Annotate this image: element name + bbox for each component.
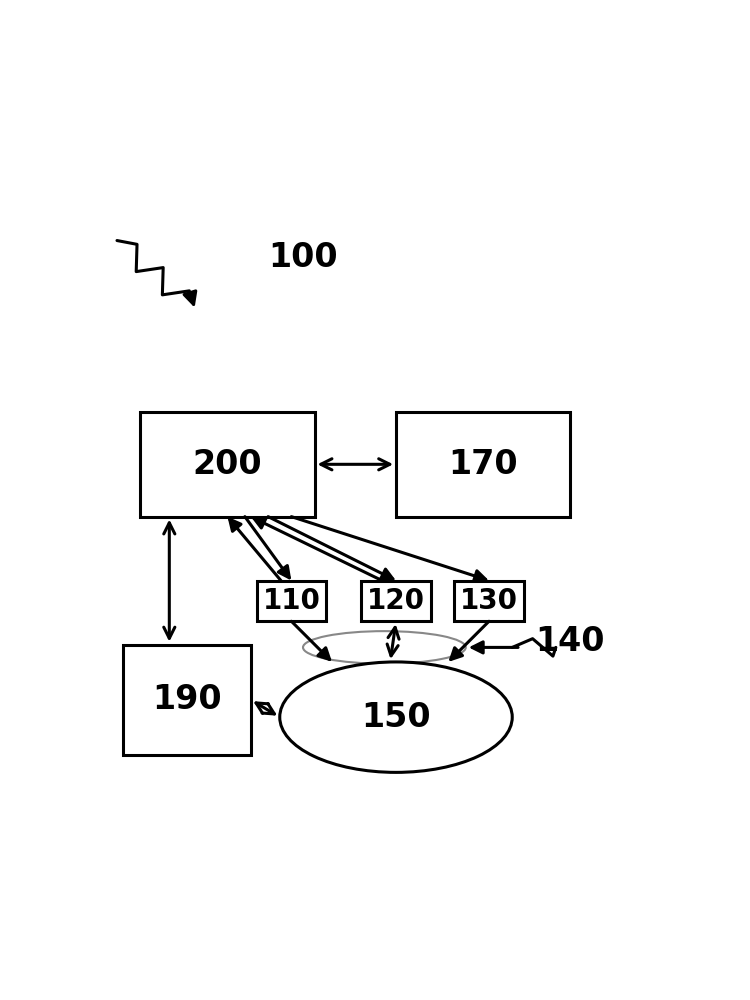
- Bar: [140, 412, 315, 517]
- Bar: [396, 412, 570, 517]
- Ellipse shape: [303, 631, 466, 664]
- Text: 140: 140: [536, 625, 605, 658]
- Text: 120: 120: [367, 587, 425, 615]
- Text: 110: 110: [262, 587, 320, 615]
- Text: 170: 170: [448, 448, 518, 481]
- Bar: [454, 581, 524, 621]
- Text: 190: 190: [152, 683, 221, 716]
- Bar: [362, 581, 430, 621]
- Text: 150: 150: [362, 701, 430, 734]
- Text: 100: 100: [268, 241, 338, 274]
- Bar: [123, 645, 250, 755]
- Bar: [256, 581, 326, 621]
- Text: 130: 130: [460, 587, 518, 615]
- Ellipse shape: [280, 662, 512, 772]
- Text: 200: 200: [193, 448, 262, 481]
